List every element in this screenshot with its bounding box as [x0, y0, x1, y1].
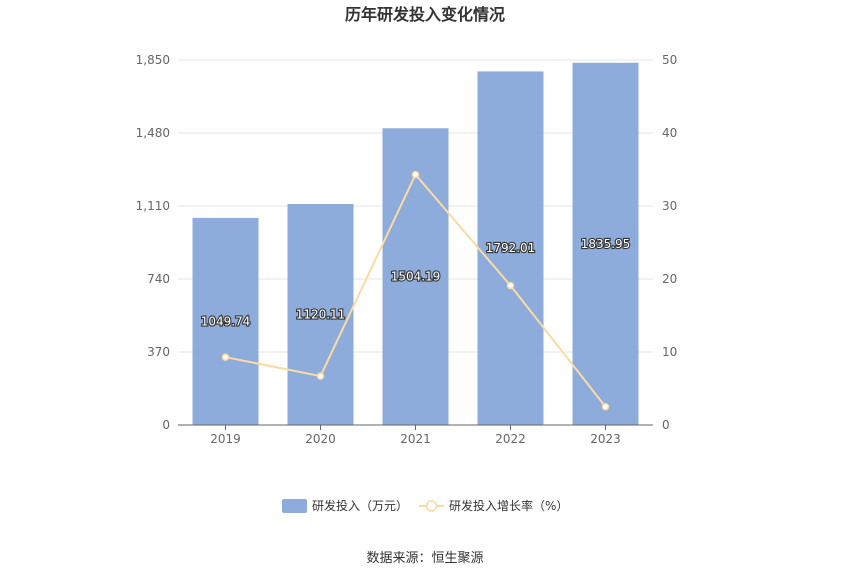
- bar: [572, 62, 639, 425]
- legend-bar-label: 研发投入（万元）: [312, 498, 408, 513]
- x-tick-label: 2023: [590, 432, 621, 446]
- y-left-tick-label: 0: [162, 418, 170, 432]
- bar-data-label: 1792.01: [486, 241, 536, 255]
- legend-line-label: 研发投入增长率（%）: [449, 498, 568, 513]
- x-tick-label: 2022: [495, 432, 526, 446]
- legend-bar-swatch: [282, 499, 307, 513]
- bar-data-label: 1049.74: [201, 314, 251, 328]
- data-labels-group: 1049.74 1120.11 1504.19 1792.01 1835.95: [200, 236, 632, 330]
- y-right-tick-label: 10: [662, 345, 677, 359]
- x-tick-label: 2020: [305, 432, 336, 446]
- left-axis: 0 370 740 1,110 1,480 1,850: [136, 53, 170, 432]
- growth-point: [221, 353, 230, 361]
- legend-item-line[interactable]: 研发投入增长率（%）: [419, 498, 568, 513]
- right-axis: 0 10 20 30 40 50: [662, 53, 677, 432]
- y-right-tick-label: 20: [662, 272, 677, 286]
- y-right-tick-label: 0: [662, 418, 670, 432]
- y-left-tick-label: 1,850: [136, 53, 170, 67]
- x-axis: 2019 2020 2021 2022 2023: [178, 424, 653, 446]
- y-right-tick-label: 30: [662, 199, 677, 213]
- legend-item-bar[interactable]: 研发投入（万元）: [282, 498, 408, 513]
- y-left-tick-label: 740: [147, 272, 170, 286]
- chart-title: 历年研发投入变化情况: [345, 5, 505, 24]
- bar-data-label: 1504.19: [391, 270, 441, 284]
- bar: [192, 217, 259, 425]
- bar: [287, 204, 354, 425]
- legend-line-marker: [425, 500, 438, 512]
- y-right-tick-label: 40: [662, 126, 677, 140]
- data-source: 数据来源：恒生聚源: [366, 551, 483, 566]
- y-left-tick-label: 370: [147, 345, 170, 359]
- legend[interactable]: 研发投入（万元） 研发投入增长率（%）: [282, 498, 568, 513]
- bars-group: [192, 62, 639, 426]
- bar-data-label: 1835.95: [581, 237, 631, 251]
- bar-data-label: 1120.11: [296, 308, 346, 322]
- bar: [477, 71, 544, 425]
- growth-point: [506, 281, 515, 290]
- growth-point: [601, 403, 610, 411]
- y-left-tick-label: 1,480: [136, 126, 170, 140]
- growth-point: [316, 372, 325, 380]
- growth-line-group: [221, 170, 610, 411]
- x-tick-label: 2019: [210, 432, 241, 446]
- y-right-tick-label: 50: [662, 53, 677, 67]
- x-tick-label: 2021: [400, 432, 431, 446]
- y-left-tick-label: 1,110: [136, 199, 170, 213]
- growth-point: [411, 170, 420, 179]
